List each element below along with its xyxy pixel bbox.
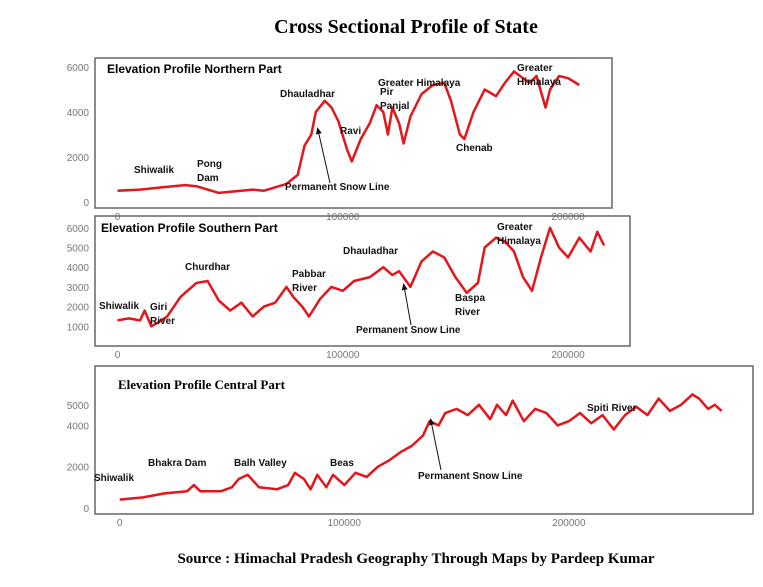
elevation-line: [117, 70, 580, 195]
y-tick-label: 6000: [67, 63, 90, 74]
annotation: Permanent Snow Line: [285, 182, 390, 193]
y-tick-label: 2000: [67, 153, 90, 164]
annotation: Shiwalik: [99, 301, 139, 312]
x-tick-label: 0: [117, 518, 123, 529]
annotation: Churdhar: [185, 262, 230, 273]
y-tick-label: 0: [83, 198, 89, 209]
annotation: Himalaya: [517, 77, 561, 88]
annotation: Permanent Snow Line: [418, 471, 523, 482]
chart-title: Elevation Profile Central Part: [118, 377, 286, 392]
y-tick-label: 5000: [67, 244, 90, 255]
annotation: Giri: [150, 302, 167, 313]
annotation: Pabbar: [292, 269, 326, 280]
annotation: Dhauladhar: [343, 246, 398, 257]
annotation: River: [292, 283, 317, 294]
y-tick-label: 3000: [67, 283, 90, 294]
y-tick-label: 5000: [67, 401, 90, 412]
annotation: Balh Valley: [234, 458, 287, 469]
y-tick-label: 1000: [67, 322, 90, 333]
annotation: Pong: [197, 159, 222, 170]
source: Source : Himachal Pradesh Geography Thro…: [177, 551, 654, 567]
y-tick-label: 4000: [67, 263, 90, 274]
y-tick-label: 6000: [67, 224, 90, 235]
annotation: Panjal: [380, 101, 410, 112]
plot-frame: [94, 215, 631, 347]
annotation: Permanent Snow Line: [356, 325, 461, 336]
x-tick-label: 100000: [326, 350, 360, 361]
x-tick-label: 200000: [551, 212, 585, 223]
x-tick-label: 100000: [326, 212, 360, 223]
page-title: Cross Sectional Profile of State: [274, 16, 538, 38]
annotation: Dam: [197, 173, 219, 184]
annotation: Greater Himalaya: [378, 78, 461, 89]
annotation: Greater: [497, 222, 533, 233]
annotation: Spiti River: [587, 403, 637, 414]
annotation: Pir: [380, 87, 393, 98]
annotation: Baspa: [455, 293, 485, 304]
arrow: [428, 418, 442, 471]
y-tick-label: 2000: [67, 463, 90, 474]
x-tick-label: 200000: [551, 350, 585, 361]
arrow: [315, 127, 331, 184]
x-tick-label: 0: [115, 350, 121, 361]
annotation: Chenab: [456, 143, 493, 154]
y-tick-label: 2000: [67, 303, 90, 314]
annotation: Beas: [330, 458, 354, 469]
annotation: Shiwalik: [94, 473, 134, 484]
annotation: Shiwalik: [134, 165, 174, 176]
annotation: Himalaya: [497, 236, 541, 247]
elevation-line: [117, 226, 606, 328]
x-tick-label: 200000: [552, 518, 586, 529]
x-tick-label: 100000: [328, 518, 362, 529]
plot-frame: [94, 365, 754, 515]
annotation: Bhakra Dam: [148, 458, 206, 469]
arrow: [401, 283, 412, 326]
annotation: Greater: [517, 63, 553, 74]
annotation: Dhauladhar: [280, 89, 335, 100]
chart-title: Elevation Profile Northern Part: [107, 62, 282, 76]
y-tick-label: 0: [83, 504, 89, 515]
plot-frame: [94, 57, 613, 209]
chart-title: Elevation Profile Southern Part: [101, 221, 278, 235]
annotation: River: [455, 307, 480, 318]
y-tick-label: 4000: [67, 108, 90, 119]
annotation: River: [150, 316, 175, 327]
x-tick-label: 0: [115, 212, 121, 223]
elevation-line: [119, 393, 723, 501]
y-tick-label: 4000: [67, 421, 90, 432]
annotation: Ravi: [340, 126, 361, 137]
